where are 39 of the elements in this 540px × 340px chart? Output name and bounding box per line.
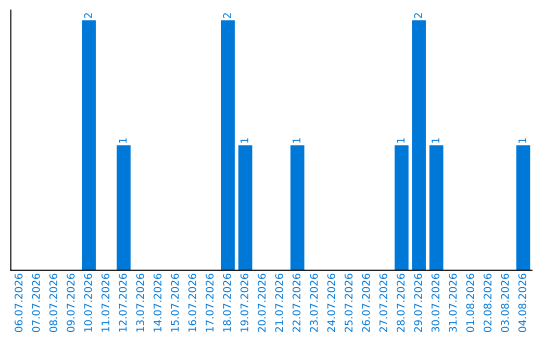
x-tick-label: 14.07.2026 — [154, 274, 162, 332]
data-label: 1 — [518, 138, 526, 143]
x-tick-label: 06.07.2026 — [14, 274, 23, 332]
data-label: 2 — [414, 13, 422, 18]
x-tick-label: 13.07.2026 — [136, 274, 144, 332]
x-tick-label: 21.07.2026 — [275, 274, 284, 332]
x-tick-label: 12.07.2026 — [118, 274, 127, 332]
x-tick-label: 24.07.2026 — [327, 274, 336, 332]
x-tick-label: 04.08.2026 — [518, 274, 526, 332]
x-tick-label: 30.07.2026 — [432, 274, 440, 332]
x-tick-label: 01.08.2026 — [466, 274, 474, 332]
data-label: 1 — [292, 138, 300, 143]
data-label: 2 — [223, 13, 231, 18]
x-tick-label: 26.07.2026 — [362, 274, 370, 332]
x-tick-label: 11.07.2026 — [101, 274, 110, 332]
data-label: 1 — [432, 138, 440, 143]
x-tick-label: 25.07.2026 — [344, 274, 353, 332]
data-label: 2 — [84, 13, 92, 18]
x-tick-label: 29.07.2026 — [414, 274, 422, 332]
data-label: 1 — [240, 138, 248, 143]
x-tick-label: 19.07.2026 — [240, 274, 248, 332]
x-tick-label: 22.07.2026 — [292, 274, 300, 332]
data-label: 1 — [396, 138, 404, 143]
x-tick-label: 17.07.2026 — [206, 274, 214, 332]
x-tick-label: 31.07.2026 — [448, 274, 457, 332]
x-tick-label: 08.07.2026 — [49, 274, 58, 332]
x-tick-label: 16.07.2026 — [188, 274, 196, 332]
x-tick-label: 10.07.2026 — [84, 274, 92, 332]
x-tick-label: 18.07.2026 — [223, 274, 231, 332]
x-tick-label: 27.07.2026 — [379, 274, 388, 332]
x-tick-label: 23.07.2026 — [310, 274, 318, 332]
x-tick-label: 09.07.2026 — [66, 274, 75, 332]
x-tick-label: 28.07.2026 — [396, 274, 405, 332]
x-tick-label: 02.08.2026 — [484, 274, 492, 332]
x-tick-label: 15.07.2026 — [170, 274, 179, 332]
x-tick-label: 07.07.2026 — [32, 274, 40, 332]
x-tick-label: 20.07.2026 — [258, 274, 266, 332]
x-tick-label: 03.08.2026 — [500, 274, 509, 332]
data-label: 1 — [118, 138, 127, 143]
